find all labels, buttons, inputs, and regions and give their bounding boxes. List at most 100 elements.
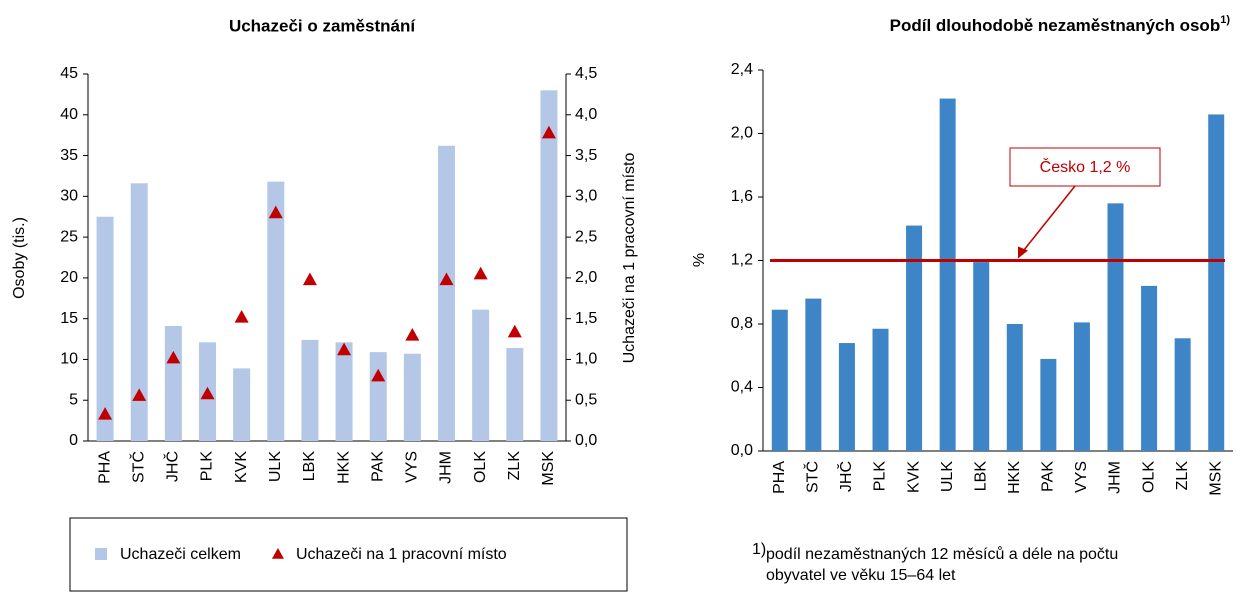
bar xyxy=(1073,322,1090,451)
x-tick-label: PAK xyxy=(369,451,386,482)
chart-title: Uchazeči o zaměstnání xyxy=(229,16,416,35)
x-tick-label: JHM xyxy=(1107,461,1124,494)
x-tick-label: OLK xyxy=(1140,461,1157,493)
marker xyxy=(405,327,420,341)
y-axis-label: Osoby (tis.) xyxy=(11,217,28,299)
bar xyxy=(472,309,490,441)
y-tick-label: 15 xyxy=(60,310,78,327)
marker xyxy=(166,350,181,364)
y-tick-label: 40 xyxy=(60,106,78,123)
title-note: 1) xyxy=(1220,14,1230,26)
footnote-marker: 1) xyxy=(752,541,766,558)
y2-tick-label: 1,5 xyxy=(575,310,597,327)
bar xyxy=(771,309,788,451)
marker xyxy=(234,310,249,323)
x-tick-label: LBK xyxy=(972,461,989,492)
y-tick-label: 2,0 xyxy=(731,125,753,142)
x-tick-label: STČ xyxy=(803,461,822,493)
y-tick-label: 20 xyxy=(60,269,78,286)
x-tick-label: ULK xyxy=(939,461,956,492)
x-tick-label: HKK xyxy=(335,451,352,484)
x-tick-label: VYS xyxy=(1073,461,1090,493)
bar xyxy=(973,262,990,451)
marker xyxy=(200,386,215,400)
y-tick-label: 0 xyxy=(69,432,78,449)
x-tick-label: JHČ xyxy=(163,451,182,482)
bar xyxy=(1107,203,1124,451)
marker xyxy=(132,388,147,401)
legend-box xyxy=(69,517,628,592)
x-tick-label: PHA xyxy=(96,451,113,484)
x-tick-label: JHČ xyxy=(836,461,855,492)
y2-tick-label: 2,0 xyxy=(575,269,597,286)
legend-label: Uchazeči celkem xyxy=(120,546,241,563)
y2-tick-label: 4,5 xyxy=(575,65,597,82)
footnote: podíl nezaměstnaných 12 měsíců a déle na… xyxy=(766,545,1118,563)
bar xyxy=(267,181,285,442)
arrow-head xyxy=(1018,246,1028,259)
marker xyxy=(337,342,352,356)
bar xyxy=(438,145,455,441)
y-tick-label: 1,6 xyxy=(731,188,753,205)
x-tick-label: HKK xyxy=(1006,461,1023,494)
bar xyxy=(1006,324,1023,451)
x-tick-label: ZLK xyxy=(506,451,523,481)
bar xyxy=(872,328,889,451)
x-tick-label: JHM xyxy=(438,451,455,484)
bar xyxy=(369,352,387,441)
x-tick-label: ZLK xyxy=(1174,461,1191,491)
annotation-arrow xyxy=(1021,185,1076,253)
marker xyxy=(302,272,317,286)
bar xyxy=(1174,338,1191,451)
x-tick-label: VYS xyxy=(404,451,421,483)
y-tick-label: 1,2 xyxy=(731,252,753,269)
title-text: Podíl dlouhodobě nezaměstnaných osob xyxy=(890,16,1221,35)
bar xyxy=(838,343,855,451)
y-tick-label: 2,4 xyxy=(731,61,753,78)
y-tick-label: 45 xyxy=(60,65,78,82)
x-tick-label: MSK xyxy=(540,451,557,486)
annotation: Česko 1,2 % xyxy=(1040,157,1131,176)
chart-title: Podíl dlouhodobě nezaměstnaných osob1) xyxy=(890,14,1231,36)
x-tick-label: MSK xyxy=(1207,461,1224,496)
legend-swatch xyxy=(95,548,107,560)
bar xyxy=(96,216,114,441)
y2-tick-label: 3,0 xyxy=(575,188,597,205)
x-tick-label: PAK xyxy=(1040,461,1057,492)
footnote: obyvatel ve věku 15–64 let xyxy=(766,567,956,584)
y2-tick-label: 3,5 xyxy=(575,147,597,164)
x-tick-label: PLK xyxy=(199,451,216,482)
marker xyxy=(473,266,488,280)
y-tick-label: 0,8 xyxy=(731,315,753,332)
y2-tick-label: 1,0 xyxy=(575,351,597,368)
y-tick-label: 0,4 xyxy=(731,379,753,396)
y2-tick-label: 0,5 xyxy=(575,391,597,408)
y-axis-label: % xyxy=(691,253,708,267)
y2-tick-label: 4,0 xyxy=(575,106,597,123)
bar xyxy=(1141,285,1158,451)
y-tick-label: 25 xyxy=(60,228,78,245)
marker xyxy=(541,125,556,139)
bar xyxy=(301,339,319,441)
legend-swatch xyxy=(271,548,284,559)
bar xyxy=(805,298,822,451)
y-tick-label: 0,0 xyxy=(731,442,753,459)
x-tick-label: STČ xyxy=(128,451,147,483)
bar xyxy=(540,90,558,442)
x-tick-label: LBK xyxy=(301,451,318,482)
legend-label: Uchazeči na 1 pracovní místo xyxy=(296,546,507,563)
marker xyxy=(371,368,386,382)
bar xyxy=(939,98,956,451)
bar xyxy=(233,368,251,441)
y-tick-label: 30 xyxy=(60,188,78,205)
x-tick-label: ULK xyxy=(267,451,284,482)
bar xyxy=(1208,114,1225,451)
x-tick-label: KVK xyxy=(905,461,922,493)
marker xyxy=(268,205,283,219)
bar xyxy=(506,348,524,441)
y2-tick-label: 2,5 xyxy=(575,228,597,245)
marker xyxy=(439,272,454,286)
bar xyxy=(130,183,148,442)
y2-axis-label: Uchazeči na 1 pracovní místo xyxy=(621,153,638,364)
